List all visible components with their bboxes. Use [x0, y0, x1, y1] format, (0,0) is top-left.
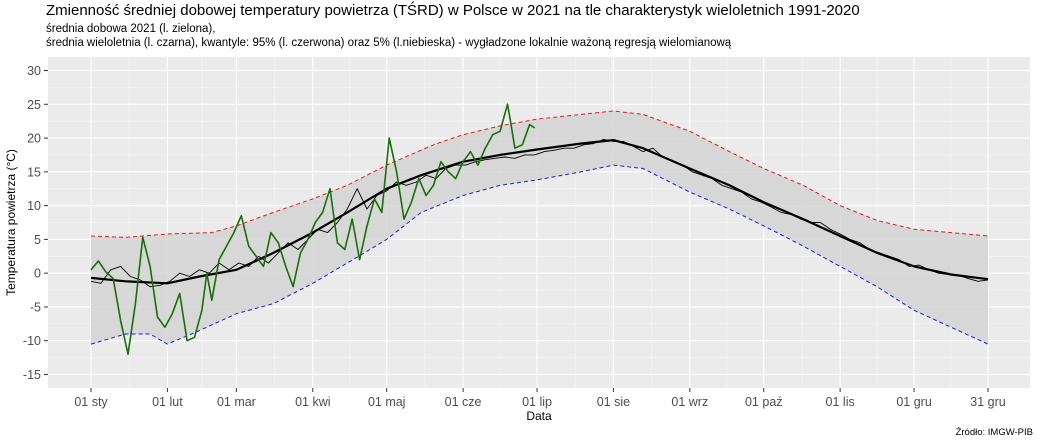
y-tick-label: 10 — [27, 199, 41, 213]
daily-2021-line — [90, 103, 536, 356]
y-tick-label: 5 — [34, 233, 41, 247]
x-tick-label: 01 gru — [896, 395, 931, 409]
y-tick-label: 30 — [27, 64, 41, 78]
x-axis: 01 sty 01 lut 01 mar 01 kwi 01 maj 01 cze 01 l… — [74, 388, 1006, 409]
mean-raw-line — [90, 138, 989, 288]
y-axis: -15 -10 -5 0 5 10 15 20 25 30 — [23, 64, 48, 382]
x-tick-label: 31 gru — [970, 395, 1005, 409]
y-axis-label: Temperatura powietrza (°C) — [4, 149, 18, 296]
y-tick-label: 25 — [27, 98, 41, 112]
x-axis-label: Data — [526, 409, 552, 423]
y-tick-label: -15 — [23, 368, 41, 382]
quantile-band — [91, 111, 988, 345]
x-tick-label: 01 sie — [597, 395, 630, 409]
x-tick-label: 01 sty — [74, 395, 108, 409]
x-tick-label: 01 lut — [152, 395, 183, 409]
x-tick-label: 01 maj — [368, 395, 406, 409]
x-tick-label: 01 lip — [522, 395, 552, 409]
x-tick-label: 01 wrz — [671, 395, 708, 409]
mean-smooth-line — [90, 139, 989, 285]
y-tick-label: 20 — [27, 132, 41, 146]
y-tick-label: -10 — [23, 334, 41, 348]
x-tick-label: 01 paź — [745, 395, 783, 409]
x-tick-label: 01 mar — [217, 395, 256, 409]
x-tick-label: 01 lis — [826, 395, 855, 409]
chart-subtitle-2: średnia wieloletnia (l. czarna), kwantyl… — [46, 37, 732, 49]
chart-title: Zmienność średniej dobowej temperatury p… — [46, 2, 860, 19]
source-note: Źródło: IMGW-PIB — [955, 427, 1033, 438]
y-tick-label: -5 — [30, 300, 41, 314]
x-tick-label: 01 cze — [445, 395, 482, 409]
y-tick-label: 0 — [34, 267, 41, 281]
y-tick-label: 15 — [27, 165, 41, 179]
x-tick-label: 01 kwi — [295, 395, 330, 409]
chart-subtitle-1: średnia dobowa 2021 (l. zielona), — [46, 23, 216, 35]
q05-line — [90, 164, 989, 345]
